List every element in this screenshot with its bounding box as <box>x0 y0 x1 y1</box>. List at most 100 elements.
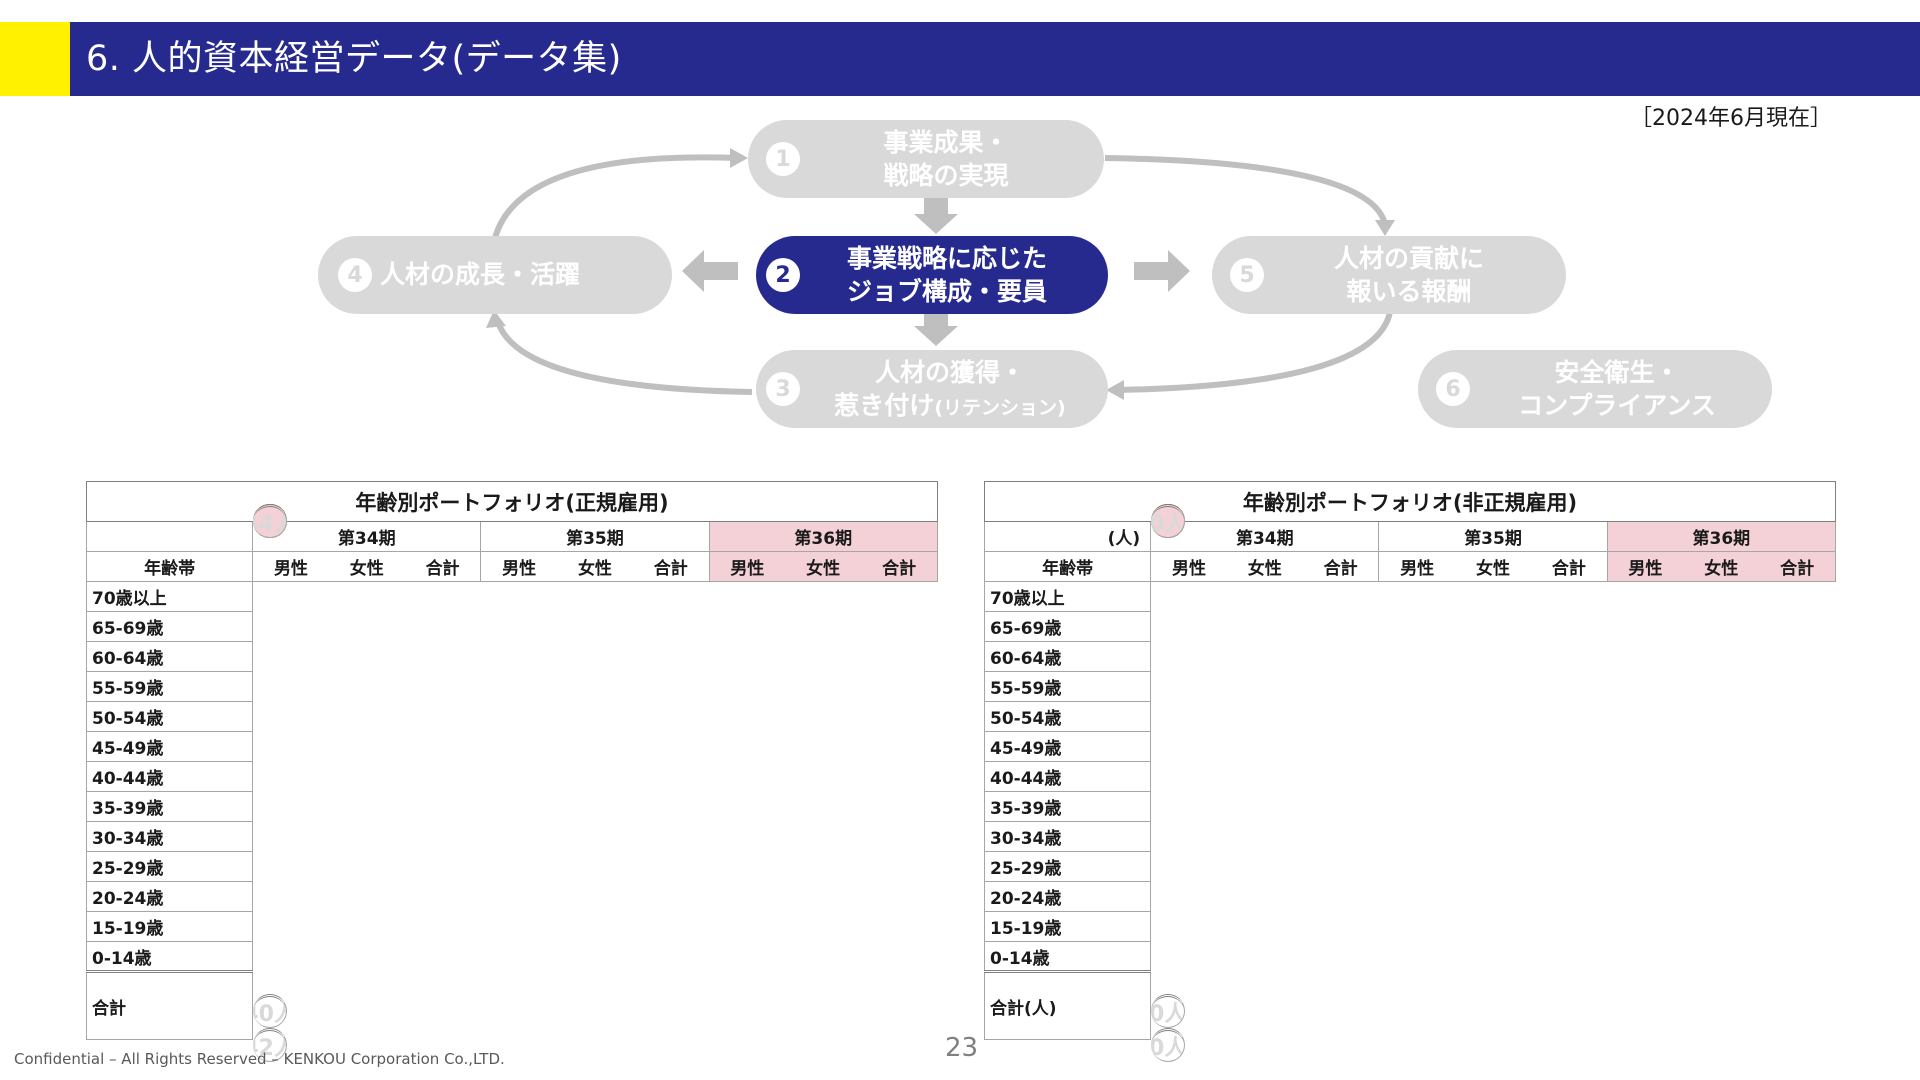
sub-header: 男性 <box>480 551 557 582</box>
cycle-node-4: 4 人材の成長・活躍 <box>318 236 672 314</box>
node-1-line-1: 事業成果・ <box>883 128 1009 157</box>
sub-header: 女性 <box>785 551 862 582</box>
age-band-label: 40-44歳 <box>983 761 1152 792</box>
header-accent-block <box>0 22 70 96</box>
cycle-node-5: 5 人材の貢献に 報いる報酬 <box>1212 236 1566 314</box>
table-row: 20-24歳4人1人5人5人1人6人6人1人7人 <box>85 503 938 912</box>
page-number: 23 <box>945 1033 979 1063</box>
arc-5-to-3 <box>1117 311 1393 393</box>
cell-value: 40人 <box>253 1001 286 1027</box>
sub-header: 合計 <box>1759 551 1837 582</box>
down-arrow-2-3 <box>924 312 948 328</box>
sub-header: 合計 <box>1531 551 1608 582</box>
table-row: 15-19歳0人0人0人0人0人0人0人0人0人 <box>983 503 1836 942</box>
arc-1-to-5 <box>1104 155 1388 225</box>
table-row: 50-54歳0人0人0人0人0人0人0人0人0人 <box>983 503 1836 732</box>
value-cell: 0人 <box>1151 503 1186 538</box>
sub-header-row: 年齢帯 男性 女性 合計 男性 女性 合計 男性 女性 合計 <box>85 551 939 582</box>
table-row: 30-34歳0人0人0人0人0人0人0人0人0人 <box>983 503 1836 852</box>
age-band-label: 65-69歳 <box>983 611 1152 642</box>
age-portfolio-nonregular-table: 年齢別ポートフォリオ(非正規雇用) (人) 第34期 第35期 第36期 年齢帯 男性 女性合… <box>983 481 1837 1062</box>
value-cell: 0人 <box>1151 1027 1186 1062</box>
table-row: 60-64歳0人0人0人0人0人0人0人0人0人 <box>983 503 1836 672</box>
table-row: 0-14歳0人0人0人0人0人0人0人0人0人 <box>85 503 938 972</box>
age-band-header: 年齢帯 <box>85 551 254 582</box>
cell-value: 0人 <box>1151 511 1186 537</box>
table-row: 65-69歳2人0人2人2人0人2人2人0人2人 <box>85 503 938 642</box>
cycle-node-1: 1 事業成果・ 戦略の実現 <box>748 120 1104 198</box>
age-band-label: 35-39歳 <box>983 791 1152 822</box>
table-row: 30-34歳0人0人0人1人0人1人1人0人1人 <box>85 503 938 852</box>
age-band-label: 45-49歳 <box>983 731 1152 762</box>
unit-corner: (人) <box>983 521 1152 552</box>
table-row: 25-29歳3人2人5人4人2人6人5人2人7人 <box>85 503 938 882</box>
cell-value: 0人 <box>1151 1001 1186 1027</box>
down-arrowhead-1-2 <box>914 214 958 234</box>
age-band-header: 年齢帯 <box>983 551 1152 582</box>
left-arrow-2-4 <box>702 262 738 280</box>
period-header: 第34期 <box>252 521 482 552</box>
sub-header: 女性 <box>328 551 405 582</box>
arc-4-to-1 <box>492 154 739 239</box>
age-band-label: 0-14歳 <box>85 941 254 972</box>
total-label: 合計 <box>85 970 254 1040</box>
period-header-row: (人) 第34期 第35期 第36期 <box>983 521 1837 552</box>
sub-header: 女性 <box>556 551 633 582</box>
table-row: 55-59歳3人0人3人5人0人5人4人0人4人 <box>85 503 938 702</box>
table-row: 0-14歳0人0人0人0人0人0人0人0人0人 <box>983 503 1836 972</box>
table-row: 25-29歳0人0人0人0人0人0人0人0人0人 <box>983 503 1836 882</box>
age-band-label: 65-69歳 <box>85 611 254 642</box>
age-band-label: 30-34歳 <box>85 821 254 852</box>
sub-header: 合計 <box>861 551 939 582</box>
period-header: 第36期 <box>1606 521 1837 552</box>
period-header-row: 第34期 第35期 第36期 <box>85 521 939 552</box>
cell-value: 42人 <box>253 1035 286 1061</box>
table-row: 40-44歳0人0人0人0人0人0人0人0人0人 <box>983 503 1836 792</box>
cycle-node-6: 6 安全衛生・ コンプライアンス <box>1418 350 1772 428</box>
cell-value: 0人 <box>1151 1035 1186 1061</box>
node-3-line-2: 惹き付け <box>834 391 935 420</box>
down-arrow-1-2 <box>924 198 948 216</box>
sub-header: 女性 <box>1454 551 1532 582</box>
left-arrowhead-2-4 <box>682 250 704 292</box>
sub-header: 女性 <box>1683 551 1760 582</box>
table-row: 70歳以上2人0人2人2人0人2人2人0人2人 <box>85 503 938 612</box>
age-band-label: 30-34歳 <box>983 821 1152 852</box>
arrowhead-to-1 <box>730 148 748 168</box>
age-band-label: 50-54歳 <box>85 701 254 732</box>
period-header: 第36期 <box>708 521 939 552</box>
arrowhead-to-5 <box>1375 220 1395 236</box>
value-cell: 42人 <box>253 1027 288 1062</box>
table-row: 40-44歳2人3人5人2人1人3人1人0人1人 <box>85 503 938 792</box>
cycle-node-2-active: 2 事業戦略に応じた ジョブ構成・要員 <box>756 236 1108 314</box>
age-band-label: 60-64歳 <box>983 641 1152 672</box>
node-5-line-2: 報いる報酬 <box>1346 277 1472 306</box>
age-band-label: 25-29歳 <box>85 851 254 882</box>
cycle-node-3: 3 人材の獲得・ 惹き付け(リテンション) <box>756 350 1108 428</box>
sub-header-row: 年齢帯 男性 女性 合計 男性 女性 合計 男性 女性 合計 <box>983 551 1837 582</box>
age-band-label: 50-54歳 <box>983 701 1152 732</box>
age-band-label: 15-19歳 <box>85 911 254 942</box>
period-header: 第35期 <box>1378 521 1608 552</box>
arrowhead-to-3 <box>1106 380 1124 400</box>
arc-3-to-4 <box>495 320 753 395</box>
header-bar: 6. 人的資本経営データ(データ集) <box>70 22 1920 96</box>
node-3-line-1: 人材の獲得・ <box>874 358 1025 387</box>
right-arrow-2-5 <box>1134 262 1170 280</box>
sub-header: 合計 <box>1302 551 1380 582</box>
value-cell: 0人 <box>1151 993 1186 1028</box>
value-cell: 44人 <box>253 503 288 538</box>
table-title: 年齢別ポートフォリオ(正規雇用) <box>86 481 938 522</box>
node-5-line-1: 人材の貢献に <box>1333 244 1484 273</box>
table-row: 20-24歳0人0人0人0人0人0人0人0人0人 <box>983 503 1836 912</box>
node-3-line-2-small: (リテンション) <box>934 397 1066 419</box>
sub-header: 男性 <box>1378 551 1455 582</box>
node-1-line-2: 戦略の実現 <box>883 161 1009 190</box>
period-header: 第35期 <box>480 521 710 552</box>
total-label: 合計(人) <box>983 970 1152 1040</box>
table-row: 60-64歳1人0人1人1人0人1人2人0人2人 <box>85 503 938 672</box>
table-row: 45-49歳7人0人7人7人0人7人7人2人9人 <box>85 503 938 762</box>
age-band-label: 0-14歳 <box>983 941 1152 972</box>
table-row: 15-19歳1人0人1人3人0人3人1人0人1人 <box>85 503 938 942</box>
age-band-label: 20-24歳 <box>983 881 1152 912</box>
